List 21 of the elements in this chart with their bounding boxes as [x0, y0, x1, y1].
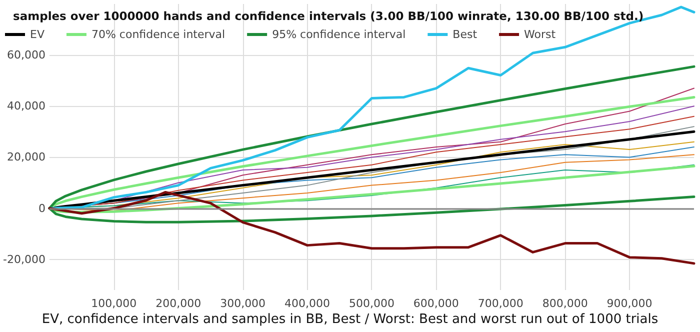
- x-tick-label: 400,000: [284, 297, 330, 310]
- legend-label: 70% confidence interval: [91, 28, 226, 41]
- legend-label: 95% confidence interval: [272, 28, 406, 41]
- y-tick-label: -20,000: [2, 252, 46, 266]
- y-tick-label: 20,000: [6, 150, 46, 164]
- x-tick-label: 800,000: [542, 297, 588, 310]
- legend-label: Best: [452, 28, 478, 41]
- x-tick-label: 600,000: [413, 297, 459, 310]
- y-tick-label: 40,000: [6, 100, 46, 113]
- legend-label: Worst: [524, 28, 556, 41]
- x-tick-label: 100,000: [91, 297, 137, 310]
- text: samples over 1000000 hands and confidence intervals (3.00 BB/100 winrate, 130.00 BB/100 std.): [13, 9, 644, 23]
- legend-label: EV: [30, 28, 45, 41]
- x-tick-label: 200,000: [156, 297, 202, 310]
- y-tick-label: 0: [38, 202, 46, 215]
- x-tick-label: 500,000: [348, 297, 394, 310]
- x-tick-label: 700,000: [478, 297, 524, 310]
- text: EV, confidence intervals and samples in BB, Best / Worst: Best and worst run out of 1000 trials: [42, 312, 658, 327]
- y-tick-label: 60,000: [6, 48, 46, 62]
- x-tick-label: 300,000: [220, 297, 266, 310]
- x-tick-label: 900,000: [606, 297, 652, 310]
